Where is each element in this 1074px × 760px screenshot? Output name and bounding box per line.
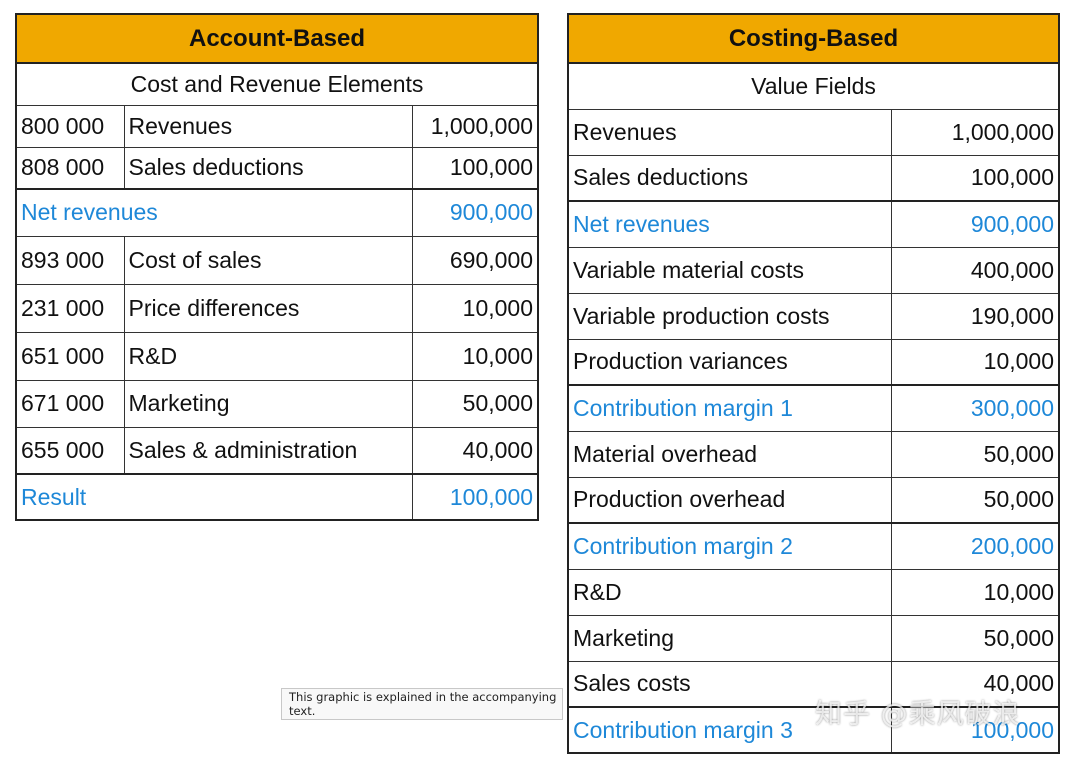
subtotal-label: Contribution margin 3 (567, 706, 892, 754)
subtotal-label: Contribution margin 2 (567, 522, 892, 570)
row-value: 10,000 (890, 568, 1060, 616)
costing-based-table: Costing-Based Value Fields Revenues 1,00… (566, 13, 1061, 754)
row-value: 1,000,000 (411, 104, 539, 148)
row-label: Production variances (567, 338, 892, 386)
table-row: Production overhead 50,000 (567, 476, 1060, 524)
table-row: 651 000 R&D 10,000 (15, 331, 539, 381)
table-row: Sales costs 40,000 (567, 660, 1060, 708)
row-label: Sales & administration (123, 426, 413, 475)
table-row: 671 000 Marketing 50,000 (15, 379, 539, 428)
row-label: Sales costs (567, 660, 892, 708)
row-value: 40,000 (411, 426, 539, 475)
row-value: 10,000 (890, 338, 1060, 386)
subtotal-label: Net revenues (15, 188, 413, 237)
row-label: R&D (123, 331, 413, 381)
account-code: 671 000 (15, 379, 125, 428)
table-row: 231 000 Price differences 10,000 (15, 283, 539, 333)
table-row: 893 000 Cost of sales 690,000 (15, 235, 539, 285)
row-value: 100,000 (411, 146, 539, 190)
costing-based-header-row: Costing-Based (566, 13, 1061, 64)
row-value: 1,000,000 (890, 108, 1060, 156)
row-value: 50,000 (890, 430, 1060, 478)
account-code: 651 000 (15, 331, 125, 381)
row-value: 10,000 (411, 283, 539, 333)
row-label: Marketing (123, 379, 413, 428)
table-row: 800 000 Revenues 1,000,000 (15, 104, 539, 148)
row-label: Variable material costs (567, 246, 892, 294)
account-code: 800 000 (15, 104, 125, 148)
table-row: Sales deductions 100,000 (567, 154, 1060, 202)
costing-based-title: Costing-Based (566, 13, 1061, 64)
row-label: R&D (567, 568, 892, 616)
table-row: Variable material costs 400,000 (567, 246, 1060, 294)
subtotal-row: Contribution margin 1 300,000 (567, 384, 1060, 432)
account-based-header-row: Account-Based (14, 13, 540, 64)
row-value: 690,000 (411, 235, 539, 285)
row-value: 40,000 (890, 660, 1060, 708)
row-label: Material overhead (567, 430, 892, 478)
subtotal-label: Contribution margin 1 (567, 384, 892, 432)
account-based-subtitle: Cost and Revenue Elements (15, 62, 539, 106)
table-row: Marketing 50,000 (567, 614, 1060, 662)
account-code: 808 000 (15, 146, 125, 190)
row-label: Cost of sales (123, 235, 413, 285)
table-row: 655 000 Sales & administration 40,000 (15, 426, 539, 475)
result-row: Result 100,000 (15, 473, 539, 521)
graphic-tooltip: This graphic is explained in the accompa… (281, 688, 563, 720)
account-based-subtitle-row: Cost and Revenue Elements (15, 62, 539, 106)
row-label: Price differences (123, 283, 413, 333)
account-based-title: Account-Based (14, 13, 540, 64)
table-row: Material overhead 50,000 (567, 430, 1060, 478)
row-value: 10,000 (411, 331, 539, 381)
row-label: Sales deductions (123, 146, 413, 190)
result-label: Result (15, 473, 413, 521)
row-label: Variable production costs (567, 292, 892, 340)
table-row: Variable production costs 190,000 (567, 292, 1060, 340)
account-code: 231 000 (15, 283, 125, 333)
row-value: 50,000 (890, 614, 1060, 662)
costing-based-subtitle-row: Value Fields (567, 62, 1060, 110)
table-row: 808 000 Sales deductions 100,000 (15, 146, 539, 190)
subtotal-row: Net revenues 900,000 (567, 200, 1060, 248)
subtotal-row: Contribution margin 2 200,000 (567, 522, 1060, 570)
subtotal-label: Net revenues (567, 200, 892, 248)
subtotal-value: 200,000 (890, 522, 1060, 570)
row-value: 50,000 (890, 476, 1060, 524)
account-code: 893 000 (15, 235, 125, 285)
subtotal-value: 300,000 (890, 384, 1060, 432)
subtotal-value: 100,000 (890, 706, 1060, 754)
row-value: 400,000 (890, 246, 1060, 294)
costing-based-subtitle: Value Fields (567, 62, 1060, 110)
row-label: Revenues (567, 108, 892, 156)
subtotal-value: 900,000 (890, 200, 1060, 248)
row-value: 100,000 (890, 154, 1060, 202)
row-label: Revenues (123, 104, 413, 148)
row-label: Production overhead (567, 476, 892, 524)
result-value: 100,000 (411, 473, 539, 521)
subtotal-value: 900,000 (411, 188, 539, 237)
table-row: R&D 10,000 (567, 568, 1060, 616)
watermark-text: 知乎 @乘风破浪 (815, 699, 1021, 730)
account-code: 655 000 (15, 426, 125, 475)
table-row: Revenues 1,000,000 (567, 108, 1060, 156)
row-value: 50,000 (411, 379, 539, 428)
table-row: Production variances 10,000 (567, 338, 1060, 386)
account-based-table: Account-Based Cost and Revenue Elements … (14, 13, 540, 521)
row-value: 190,000 (890, 292, 1060, 340)
subtotal-row: Net revenues 900,000 (15, 188, 539, 237)
row-label: Marketing (567, 614, 892, 662)
subtotal-row: Contribution margin 3 100,000 (567, 706, 1060, 754)
row-label: Sales deductions (567, 154, 892, 202)
